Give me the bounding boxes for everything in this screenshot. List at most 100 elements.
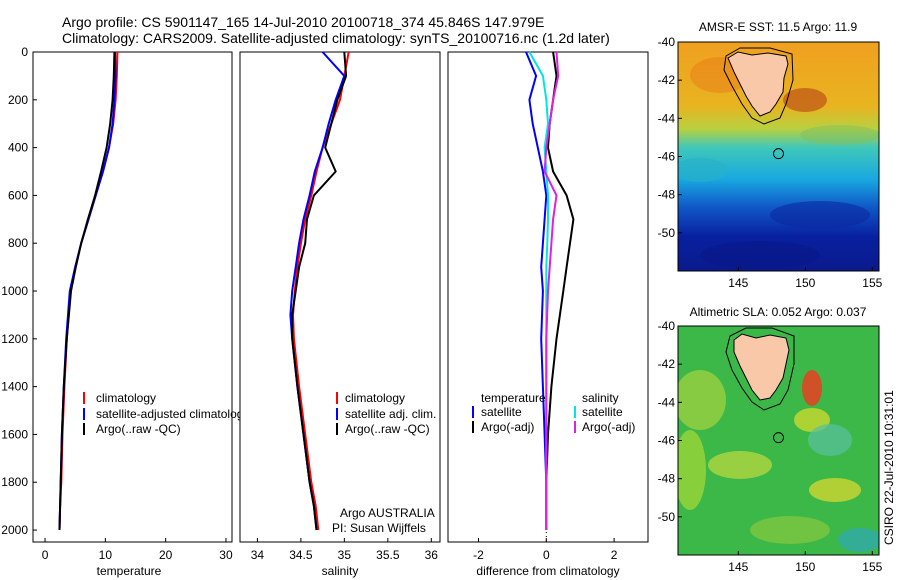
series-line-temperature-satellite [525,51,548,530]
salinity-x-axis: 34 34.5 35 35.5 36 [251,538,439,562]
figure-title-line2: Climatology: CARS2009. Satellite-adjuste… [62,30,610,46]
x-tick-label: 34.5 [289,548,313,562]
float-position-marker [773,432,784,444]
sla-patch [808,424,852,456]
sla-patch [802,370,822,406]
legend-header-temperature: temperature [481,391,546,405]
series-line-argo-raw-qc- [58,51,116,531]
sla-patch [809,478,861,502]
difference-profiles [525,51,575,530]
temperature-legend: climatology satellite-adjusted climatolo… [83,391,249,436]
sst-map-panel: AMSR-E SST: 11.5 Argo: 11.9 145 150 155 -40… [658,20,883,290]
lat-tick-label: -44 [658,395,676,409]
lat-tick-label: -44 [658,111,676,125]
depth-tick-label: 2000 [1,523,28,537]
x-tick-label: 35.5 [376,548,400,562]
sst-map-title: AMSR-E SST: 11.5 Argo: 11.9 [699,20,858,34]
lon-tick-label: 150 [795,560,815,574]
sla-map-axes: 145 150 155 -40 -42 -44 -46 -48 -50 [658,319,883,574]
x-tick-label: 30 [219,548,233,562]
difference-legend: temperature salinity satellite Argo(-adj… [472,391,635,434]
x-tick-label: 35 [338,548,352,562]
x-tick-label: 20 [159,548,173,562]
lon-tick-label: 155 [862,560,882,574]
side-timestamp: CSIRO 22-Jul-2010 10:31:01 [882,390,896,545]
legend-label-climatology: climatology [345,391,405,405]
legend-header-salinity: salinity [582,391,619,405]
lat-tick-label: -42 [658,357,676,371]
warm-patch [783,88,827,112]
series-line-salinity-argo-adj- [543,51,560,530]
series-line-argo-raw-qc- [291,51,348,531]
front-patch [800,125,879,145]
depth-axis: 0 200 400 600 800 1000 1200 1400 1600 1800 2000 [1,45,37,537]
depth-tick-label: 1200 [1,332,28,346]
lat-tick-label: -46 [658,434,676,448]
depth-tick-label: 1600 [1,427,28,441]
difference-xlabel: difference from climatology [476,564,619,578]
salinity-xlabel: salinity [322,564,359,578]
tasmania-land [733,333,790,401]
x-tick-label: 2 [611,548,618,562]
x-tick-label: -2 [473,548,484,562]
pi-label: PI: Susan Wijffels [332,521,426,535]
sla-patch [678,370,726,430]
depth-tick-label: 200 [8,93,28,107]
lat-tick-label: -50 [658,510,676,524]
legend-label-climatology: climatology [96,391,156,405]
lat-tick-label: -40 [658,319,676,333]
legend-label-temp-argo: Argo(-adj) [481,420,534,434]
lat-tick-label: -48 [658,188,676,202]
depth-tick-label: 1400 [1,380,28,394]
salinity-panel: 34 34.5 35 35.5 36 salinity climatology sate… [239,51,441,578]
legend-label-sal-argo: Argo(-adj) [582,420,635,434]
depth-tick-label: 600 [8,188,28,202]
bathymetry-contour [725,327,795,411]
sla-map-panel: Altimetric SLA: 0.052 Argo: 0.037 145 150… [658,305,883,574]
temperature-profiles [58,51,119,531]
sla-patch [838,528,879,552]
lat-tick-label: -48 [658,472,676,486]
argo-australia-label: Argo AUSTRALIA [340,506,435,520]
sst-map-axes: 145 150 155 -40 -42 -44 -46 -48 -50 [658,35,883,290]
sla-patch [678,430,706,510]
x-tick-label: 10 [99,548,113,562]
lon-tick-label: 145 [728,560,748,574]
sla-patch [750,516,830,544]
x-tick-label: 0 [543,548,550,562]
tasmania-land [727,51,789,117]
cold-patch [700,241,820,269]
lat-tick-label: -42 [658,73,676,87]
cool-patch [678,158,728,182]
x-tick-label: 36 [425,548,439,562]
depth-tick-label: 1000 [1,284,28,298]
depth-tick-label: 400 [8,141,28,155]
lat-tick-label: -50 [658,226,676,240]
lat-tick-label: -46 [658,150,676,164]
legend-label-satellite: satellite-adjusted climatology [96,407,249,421]
difference-panel: -2 0 2 difference from climatology tempera… [447,51,649,578]
cold-patch [770,201,870,229]
temperature-panel: 0 200 400 600 800 1000 1200 1400 1600 1800 2000 0 1… [1,45,249,578]
temperature-x-axis: 0 10 20 30 [42,538,233,562]
salinity-profiles [289,51,350,531]
depth-tick-label: 0 [21,45,28,59]
legend-label-argo: Argo(..raw -QC) [345,422,430,436]
lat-tick-label: -40 [658,35,676,49]
sla-map-title: Altimetric SLA: 0.052 Argo: 0.037 [690,305,867,319]
sla-field [678,326,879,555]
salinity-axes-frame [239,51,441,543]
legend-label-temp-satellite: satellite [481,405,522,419]
temperature-xlabel: temperature [97,564,162,578]
legend-label-sal-satellite: satellite [582,405,623,419]
depth-tick-label: 800 [8,236,28,250]
lon-tick-label: 145 [728,276,748,290]
depth-tick-label: 1800 [1,475,28,489]
legend-label-argo: Argo(..raw -QC) [96,422,181,436]
x-tick-label: 34 [251,548,265,562]
temperature-axes-frame [32,51,233,543]
sst-field [678,42,879,271]
lon-tick-label: 150 [795,276,815,290]
float-position-marker [773,148,784,160]
